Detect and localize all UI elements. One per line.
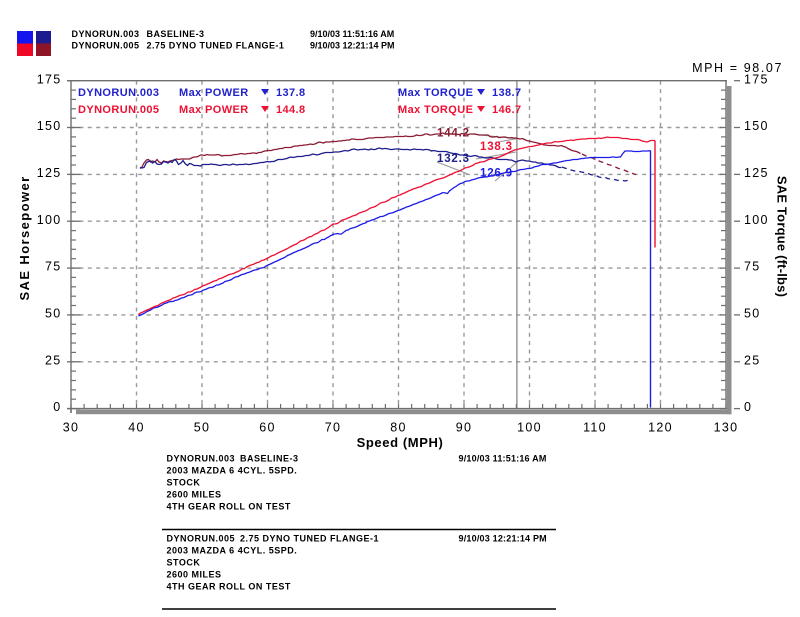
svg-text:DYNORUN.003: DYNORUN.003: [78, 87, 159, 99]
svg-text:2600 MILES: 2600 MILES: [167, 490, 222, 500]
svg-text:25: 25: [45, 353, 62, 367]
svg-text:2600 MILES: 2600 MILES: [167, 570, 222, 580]
svg-text:132.3: 132.3: [437, 153, 470, 165]
svg-text:4TH GEAR ROLL ON TEST: 4TH GEAR ROLL ON TEST: [167, 582, 291, 592]
svg-text:25: 25: [744, 353, 761, 367]
svg-text:125: 125: [744, 166, 769, 180]
svg-text:DYNORUN.003: DYNORUN.003: [72, 29, 140, 39]
svg-text:SAE Horsepower: SAE Horsepower: [17, 175, 32, 300]
svg-text:90: 90: [456, 421, 473, 435]
svg-text:100: 100: [744, 213, 769, 227]
svg-text:40: 40: [128, 421, 145, 435]
svg-text:175: 175: [744, 72, 769, 86]
svg-text:DYNORUN.005: DYNORUN.005: [167, 534, 236, 544]
svg-text:75: 75: [744, 260, 761, 274]
svg-text:BASELINE-3: BASELINE-3: [147, 29, 205, 39]
svg-text:Max POWER: Max POWER: [179, 104, 249, 116]
svg-text:75: 75: [45, 260, 62, 274]
svg-text:70: 70: [325, 421, 342, 435]
svg-text:2.75 DYNO TUNED FLANGE-1: 2.75 DYNO TUNED FLANGE-1: [240, 534, 379, 544]
svg-text:30: 30: [63, 421, 80, 435]
svg-text:BASELINE-3: BASELINE-3: [240, 454, 299, 464]
svg-text:9/10/03 12:21:14 PM: 9/10/03 12:21:14 PM: [459, 534, 547, 544]
svg-text:125: 125: [37, 166, 62, 180]
svg-text:4TH GEAR ROLL ON TEST: 4TH GEAR ROLL ON TEST: [167, 502, 291, 512]
svg-text:Speed (MPH): Speed (MPH): [357, 435, 444, 450]
svg-text:0: 0: [53, 400, 61, 414]
svg-text:Max TORQUE: Max TORQUE: [398, 104, 473, 116]
svg-text:60: 60: [259, 421, 276, 435]
svg-text:DYNORUN.005: DYNORUN.005: [72, 41, 140, 51]
svg-text:STOCK: STOCK: [167, 478, 201, 488]
svg-text:138.7: 138.7: [492, 87, 522, 99]
svg-text:100: 100: [517, 421, 542, 435]
svg-text:DYNORUN.005: DYNORUN.005: [78, 104, 159, 116]
svg-text:50: 50: [744, 307, 761, 321]
svg-text:130: 130: [714, 421, 739, 435]
svg-text:2003 MAZDA 6 4CYL. 5SPD.: 2003 MAZDA 6 4CYL. 5SPD.: [167, 466, 298, 476]
svg-text:137.8: 137.8: [276, 87, 306, 99]
svg-text:STOCK: STOCK: [167, 558, 201, 568]
svg-text:80: 80: [390, 421, 407, 435]
svg-text:SAE Torque (ft-lbs): SAE Torque (ft-lbs): [775, 176, 790, 297]
svg-text:2.75 DYNO TUNED FLANGE-1: 2.75 DYNO TUNED FLANGE-1: [147, 41, 285, 51]
svg-text:120: 120: [648, 421, 673, 435]
svg-text:110: 110: [583, 421, 607, 435]
svg-text:150: 150: [37, 119, 62, 133]
svg-text:138.3: 138.3: [480, 141, 513, 153]
svg-text:175: 175: [37, 72, 62, 86]
svg-text:150: 150: [744, 119, 769, 133]
svg-text:126.9: 126.9: [480, 168, 513, 180]
svg-text:144.2: 144.2: [437, 128, 470, 140]
svg-text:100: 100: [37, 213, 62, 227]
svg-text:MPH = 98.07: MPH = 98.07: [692, 61, 783, 75]
svg-text:9/10/03 11:51:16 AM: 9/10/03 11:51:16 AM: [310, 29, 394, 39]
svg-text:2003 MAZDA 6 4CYL. 5SPD.: 2003 MAZDA 6 4CYL. 5SPD.: [167, 546, 298, 556]
svg-text:9/10/03 11:51:16 AM: 9/10/03 11:51:16 AM: [459, 454, 547, 464]
svg-text:Max TORQUE: Max TORQUE: [398, 87, 473, 99]
svg-text:DYNORUN.003: DYNORUN.003: [167, 454, 236, 464]
svg-text:146.7: 146.7: [492, 104, 522, 116]
svg-text:50: 50: [194, 421, 211, 435]
svg-text:144.8: 144.8: [276, 104, 306, 116]
svg-text:9/10/03 12:21:14 PM: 9/10/03 12:21:14 PM: [310, 41, 395, 51]
svg-text:50: 50: [45, 307, 62, 321]
svg-text:Max POWER: Max POWER: [179, 87, 249, 99]
svg-text:0: 0: [744, 400, 752, 414]
